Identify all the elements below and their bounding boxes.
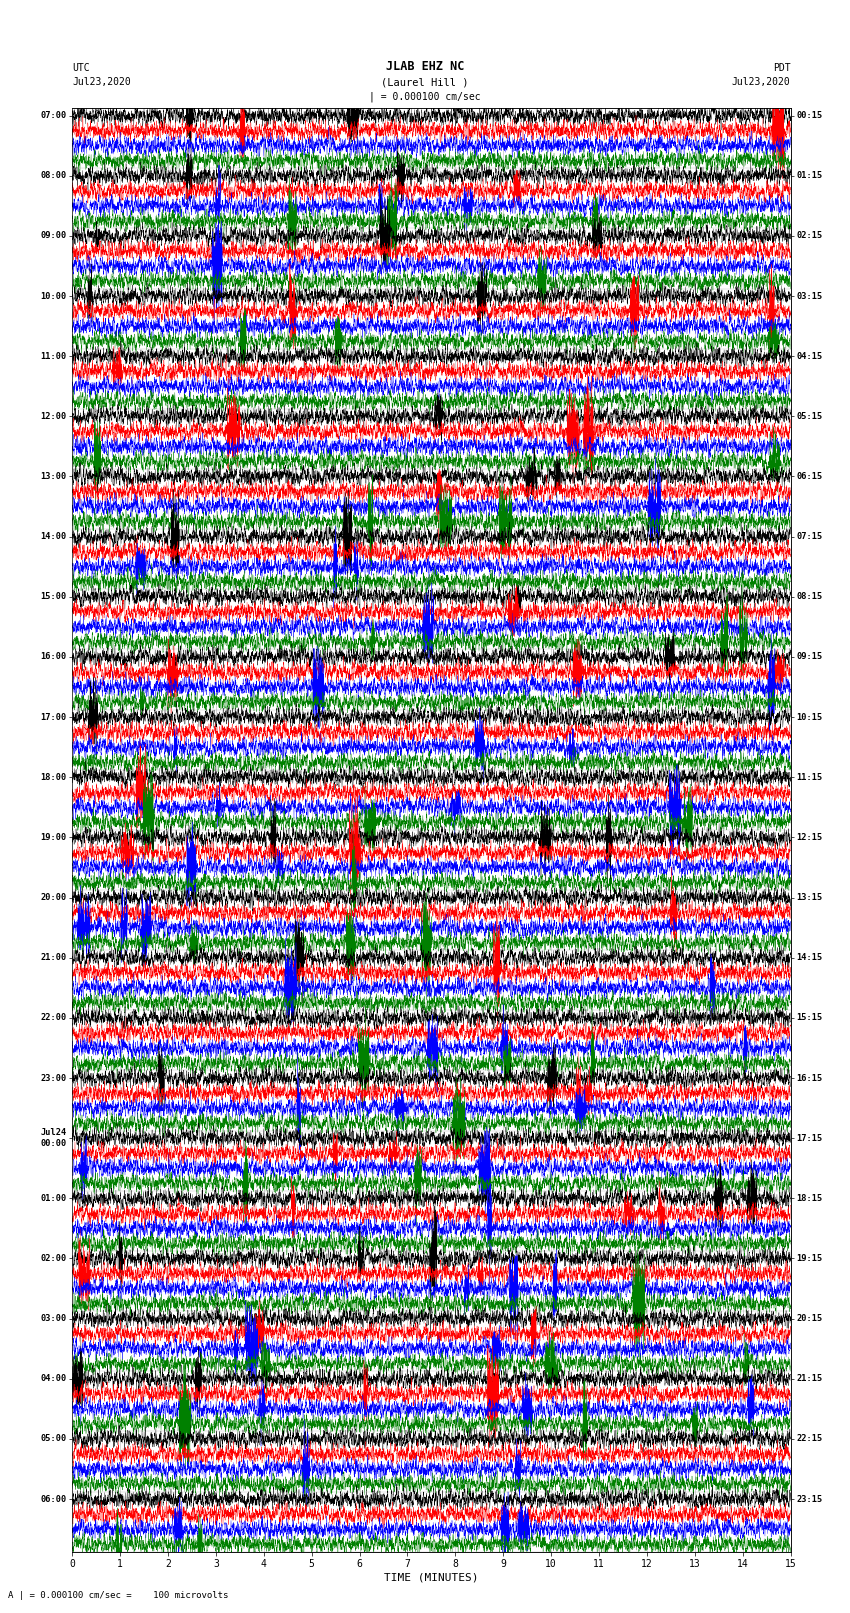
Text: PDT: PDT [773, 63, 790, 73]
Text: Jul23,2020: Jul23,2020 [732, 77, 791, 87]
Text: | = 0.000100 cm/sec: | = 0.000100 cm/sec [369, 90, 481, 102]
Text: JLAB EHZ NC: JLAB EHZ NC [386, 60, 464, 73]
Text: UTC: UTC [72, 63, 90, 73]
X-axis label: TIME (MINUTES): TIME (MINUTES) [384, 1573, 479, 1582]
Text: (Laurel Hill ): (Laurel Hill ) [382, 77, 468, 87]
Text: Jul23,2020: Jul23,2020 [72, 77, 131, 87]
Text: A | = 0.000100 cm/sec =    100 microvolts: A | = 0.000100 cm/sec = 100 microvolts [8, 1590, 229, 1600]
